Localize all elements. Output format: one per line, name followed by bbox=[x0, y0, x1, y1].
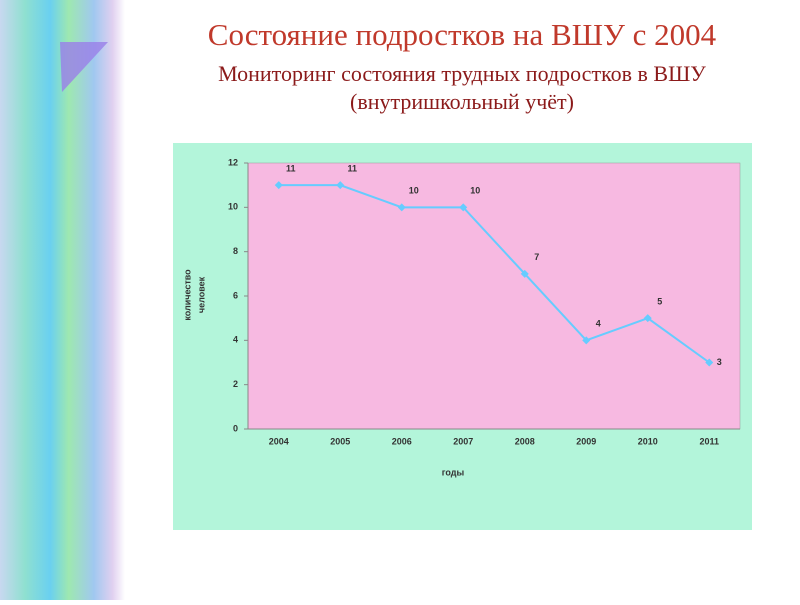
y-tick-label: 4 bbox=[233, 335, 238, 345]
y-tick-label: 0 bbox=[233, 423, 238, 433]
marker bbox=[582, 336, 591, 345]
y-tick-label: 6 bbox=[233, 290, 238, 300]
x-tick-label: 2008 bbox=[515, 436, 535, 446]
data-label: 3 bbox=[717, 357, 722, 367]
x-tick-label: 2007 bbox=[453, 436, 473, 446]
x-tick-label: 2009 bbox=[576, 436, 596, 446]
data-label: 10 bbox=[409, 186, 419, 196]
plot-area bbox=[247, 162, 741, 430]
data-label: 5 bbox=[657, 297, 662, 307]
data-label: 11 bbox=[286, 164, 296, 174]
y-tick-label: 8 bbox=[233, 246, 238, 256]
data-label: 7 bbox=[534, 252, 539, 262]
subtitle: (внутришкольный учёт) bbox=[350, 89, 574, 114]
marker bbox=[705, 358, 714, 367]
x-tick-label: 2011 bbox=[699, 436, 719, 446]
decor-arrow bbox=[60, 42, 108, 92]
y-axis-label: человек bbox=[196, 276, 206, 313]
marker bbox=[459, 203, 468, 212]
y-tick-label: 12 bbox=[228, 157, 238, 167]
y-tick-label: 2 bbox=[233, 379, 238, 389]
line bbox=[278, 184, 710, 364]
marker bbox=[643, 314, 652, 323]
title: Состояние подростков на ВШУ с 2004 bbox=[208, 17, 717, 52]
marker bbox=[274, 181, 283, 190]
data-label: 4 bbox=[596, 319, 601, 329]
x-axis-label: годы bbox=[442, 467, 465, 477]
x-tick-label: 2010 bbox=[638, 436, 658, 446]
y-axis-label: количество bbox=[182, 269, 192, 321]
marker bbox=[520, 269, 529, 278]
data-label: 10 bbox=[470, 186, 480, 196]
marker bbox=[397, 203, 406, 212]
x-tick-label: 2004 bbox=[269, 436, 289, 446]
y-tick-label: 10 bbox=[228, 202, 238, 212]
marker bbox=[336, 181, 345, 190]
data-label: 11 bbox=[347, 164, 357, 174]
decor-strip bbox=[0, 0, 125, 600]
x-tick-label: 2005 bbox=[330, 436, 350, 446]
x-tick-label: 2006 bbox=[392, 436, 412, 446]
subtitle: Мониторинг состояния трудных подростков … bbox=[218, 61, 706, 86]
